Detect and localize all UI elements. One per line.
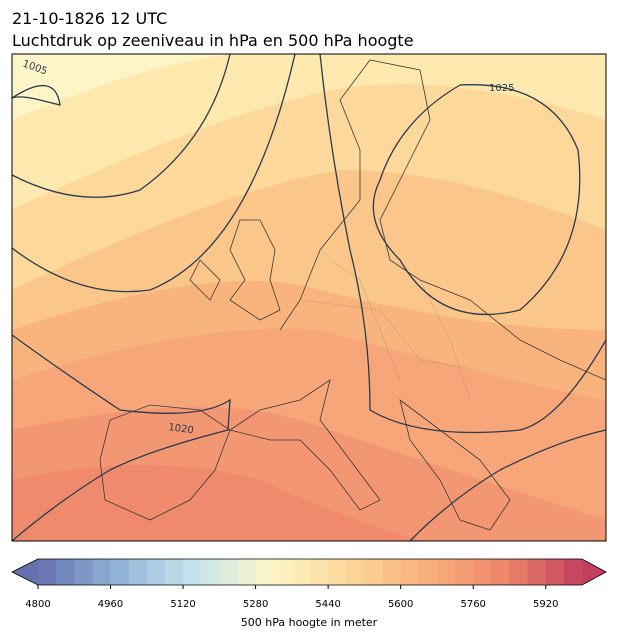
colorbar-segment [328, 559, 347, 585]
colorbar-segment [255, 559, 275, 585]
colorbar-segment [110, 559, 130, 585]
colorbar-segment [38, 559, 57, 585]
colorbar-segment [56, 559, 75, 585]
colorbar-extend [12, 559, 38, 585]
colorbar-segment [183, 559, 202, 585]
colorbar-segment [128, 559, 148, 585]
colorbar-segment [346, 559, 365, 585]
colorbar-segment [527, 559, 547, 585]
title: 21-10-1826 12 UTC [12, 9, 167, 28]
colorbar-tick-label: 4800 [25, 599, 50, 610]
colorbar-segment [146, 559, 166, 585]
colorbar-segment [364, 559, 384, 585]
isobar [409, 429, 606, 541]
coastline [189, 259, 221, 301]
isobar [319, 54, 606, 434]
colorbar-tick-label: 5600 [388, 599, 413, 610]
map: 1005 1025 1020 [12, 54, 606, 541]
coastline [229, 379, 381, 511]
colorbar-segment [436, 559, 456, 585]
colorbar-tick-label: 5280 [243, 599, 268, 610]
coastline [279, 59, 606, 381]
coastline [99, 404, 231, 521]
isobar-label: 1025 [489, 83, 514, 94]
isobar [12, 54, 231, 198]
colorbar-tick-label: 4960 [98, 599, 123, 610]
isobar-label: 1020 [168, 422, 195, 436]
coastline [229, 219, 281, 321]
colorbar-segment [291, 559, 311, 585]
colorbar-segment [563, 559, 583, 585]
colorbar-segment [219, 559, 238, 585]
band [12, 465, 420, 541]
colorbar-segment [400, 559, 420, 585]
colorbar-extend [582, 559, 606, 585]
colorbar-tick-label: 5120 [170, 599, 195, 610]
colorbar-segment [310, 559, 329, 585]
subtitle: Luchtdruk op zeeniveau in hPa en 500 hPa… [12, 31, 414, 50]
colorbar-label: 500 hPa hoogte in meter [241, 616, 378, 629]
isobar [12, 84, 61, 106]
colorbar-tick-label: 5760 [460, 599, 485, 610]
colorbar-tick-label: 5440 [315, 599, 340, 610]
colorbar-segment [74, 559, 93, 585]
isobar [12, 54, 296, 293]
colorbar-segment [509, 559, 529, 585]
colorbar-tick-label: 5920 [533, 599, 558, 610]
colorbar-segment [201, 559, 220, 585]
isobar [12, 334, 231, 541]
colorbar-segment [382, 559, 402, 585]
colorbar-segment [237, 559, 257, 585]
colorbar-segment [455, 559, 474, 585]
colorbar-segment [92, 559, 112, 585]
border [299, 259, 481, 401]
colorbar: 4800 4960 5120 5280 5440 5600 5760 5920 [11, 558, 607, 610]
colorbar-segment [545, 559, 565, 585]
colorbar-segment [164, 559, 184, 585]
colorbar-segment [418, 559, 438, 585]
colorbar-segment [273, 559, 293, 585]
colorbar-outline [11, 558, 607, 586]
coastline [399, 399, 511, 531]
colorbar-segment [491, 559, 510, 585]
isobar [372, 84, 581, 316]
colorbar-segment [473, 559, 492, 585]
map-frame [11, 53, 607, 542]
